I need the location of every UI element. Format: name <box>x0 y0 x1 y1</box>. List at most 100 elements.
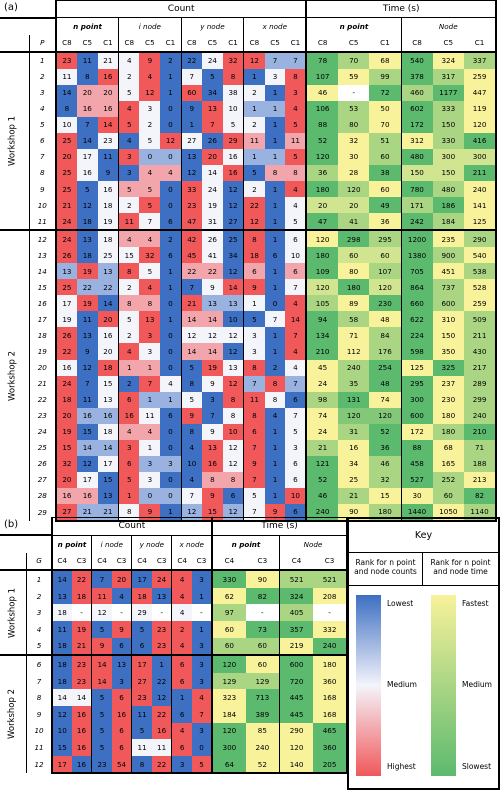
value-cell: 0 <box>160 327 182 344</box>
value-cell: 6 <box>285 229 307 248</box>
value-cell: 528 <box>464 279 497 296</box>
value-cell: 82 <box>464 487 497 504</box>
value-cell: 6 <box>264 247 286 264</box>
value-cell: 20 <box>97 311 119 328</box>
value-cell: 1 <box>139 359 161 376</box>
value-cell: 48 <box>369 311 401 328</box>
value-cell: 4 <box>191 689 213 707</box>
value-cell: 416 <box>464 132 497 149</box>
col-name: C1 <box>160 34 182 53</box>
row-index: 9 <box>28 181 56 198</box>
value-cell: - <box>313 604 348 622</box>
value-cell: 460 <box>400 84 433 101</box>
value-cell: 10 <box>54 116 77 133</box>
value-cell: 41 <box>337 213 370 231</box>
value-cell: 211 <box>464 327 497 344</box>
value-cell: 12 <box>222 343 244 360</box>
value-cell: 12 <box>222 375 244 392</box>
value-cell: 184 <box>211 706 246 723</box>
value-cell: 18 <box>50 654 72 673</box>
value-cell: 1 <box>180 116 202 133</box>
row-index: 22 <box>28 391 56 408</box>
value-cell: 0 <box>160 423 182 440</box>
value-cell: 10 <box>285 247 307 264</box>
value-cell: 0 <box>160 295 182 312</box>
value-cell: 32 <box>337 132 370 149</box>
value-cell: 290 <box>278 722 314 740</box>
value-cell: 13 <box>97 487 119 504</box>
row-index: 24 <box>28 423 56 440</box>
workshop-label-cell: Workshop 1 <box>0 50 30 231</box>
value-cell: 289 <box>464 375 497 392</box>
value-cell: 49 <box>369 197 401 214</box>
col-name: C5 <box>139 34 161 53</box>
value-cell: 4 <box>118 132 140 149</box>
row-index: 17 <box>28 311 56 328</box>
value-cell: 11 <box>91 587 112 605</box>
group-spacer <box>0 18 56 35</box>
value-cell: 295 <box>369 229 401 248</box>
value-cell: 60 <box>211 637 246 656</box>
value-cell: 24 <box>151 569 172 588</box>
value-cell: 60 <box>337 247 370 264</box>
value-cell: 120 <box>305 279 338 296</box>
value-cell: - <box>191 604 213 622</box>
value-cell: 1177 <box>432 84 465 101</box>
value-cell: 99 <box>369 68 401 85</box>
row-index: 19 <box>28 343 56 360</box>
value-cell: 17 <box>131 569 152 588</box>
value-cell: 3 <box>264 68 286 85</box>
value-cell: 5 <box>131 621 152 638</box>
value-cell: 84 <box>369 327 401 344</box>
value-cell: 11 <box>76 311 98 328</box>
col-name: C1 <box>285 34 307 53</box>
value-cell: 36 <box>369 213 401 231</box>
value-cell: 13 <box>54 263 77 280</box>
value-cell: 1 <box>264 213 286 231</box>
value-cell: 0 <box>160 148 182 165</box>
value-cell: 8 <box>243 359 265 376</box>
group-label: x node <box>243 17 307 35</box>
value-cell: 4 <box>285 181 307 198</box>
value-cell: 1 <box>118 359 140 376</box>
value-cell: 3 <box>191 569 213 588</box>
table-row: 8 25 16 9 3 4 4 12 14 16 5 8 8 36 28 38 150 150 211 <box>0 164 497 182</box>
value-cell: 16 <box>76 164 98 182</box>
value-cell: 11 <box>243 391 265 408</box>
value-cell: 5 <box>180 359 202 376</box>
table-row: 7 18 23 14 3 27 22 6 3 129 129 720 360 <box>0 672 348 690</box>
group-label: Node <box>278 534 348 553</box>
value-cell: 7 <box>243 471 265 488</box>
value-cell: 18 <box>54 391 77 408</box>
value-cell: 2 <box>160 50 182 69</box>
value-cell: 4 <box>285 295 307 312</box>
value-cell: 14 <box>50 569 72 588</box>
value-cell: 521 <box>278 569 314 588</box>
value-cell: 10 <box>222 423 244 440</box>
col-name: C5 <box>76 34 98 53</box>
value-cell: 1 <box>160 279 182 296</box>
value-cell: 540 <box>400 50 433 69</box>
value-cell: 120 <box>211 722 246 740</box>
row-index: 23 <box>28 407 56 424</box>
value-cell: 0 <box>160 359 182 376</box>
value-cell: 0 <box>139 487 161 504</box>
value-cell: 7 <box>180 68 202 85</box>
table-row: 27 20 17 15 5 3 0 4 8 8 7 1 6 52 25 32 527 252 213 <box>0 471 497 488</box>
group-label: y node <box>180 17 244 35</box>
value-cell: 9 <box>202 423 223 440</box>
workshop-label: Workshop 2 <box>7 350 18 401</box>
value-cell: 447 <box>464 84 497 101</box>
group-label: x node <box>171 534 213 553</box>
value-cell: 8 <box>264 375 286 392</box>
value-cell: 168 <box>313 689 348 707</box>
value-cell: 120 <box>464 116 497 133</box>
value-cell: 5 <box>243 164 265 182</box>
value-cell: 2 <box>118 279 140 296</box>
value-cell: 14 <box>97 439 119 456</box>
value-cell: 1 <box>264 263 286 280</box>
value-cell: 18 <box>76 213 98 231</box>
value-cell: 19 <box>71 621 92 638</box>
group-row: n point i node y node x node n point Node <box>0 534 348 553</box>
value-cell: 32 <box>222 50 244 69</box>
